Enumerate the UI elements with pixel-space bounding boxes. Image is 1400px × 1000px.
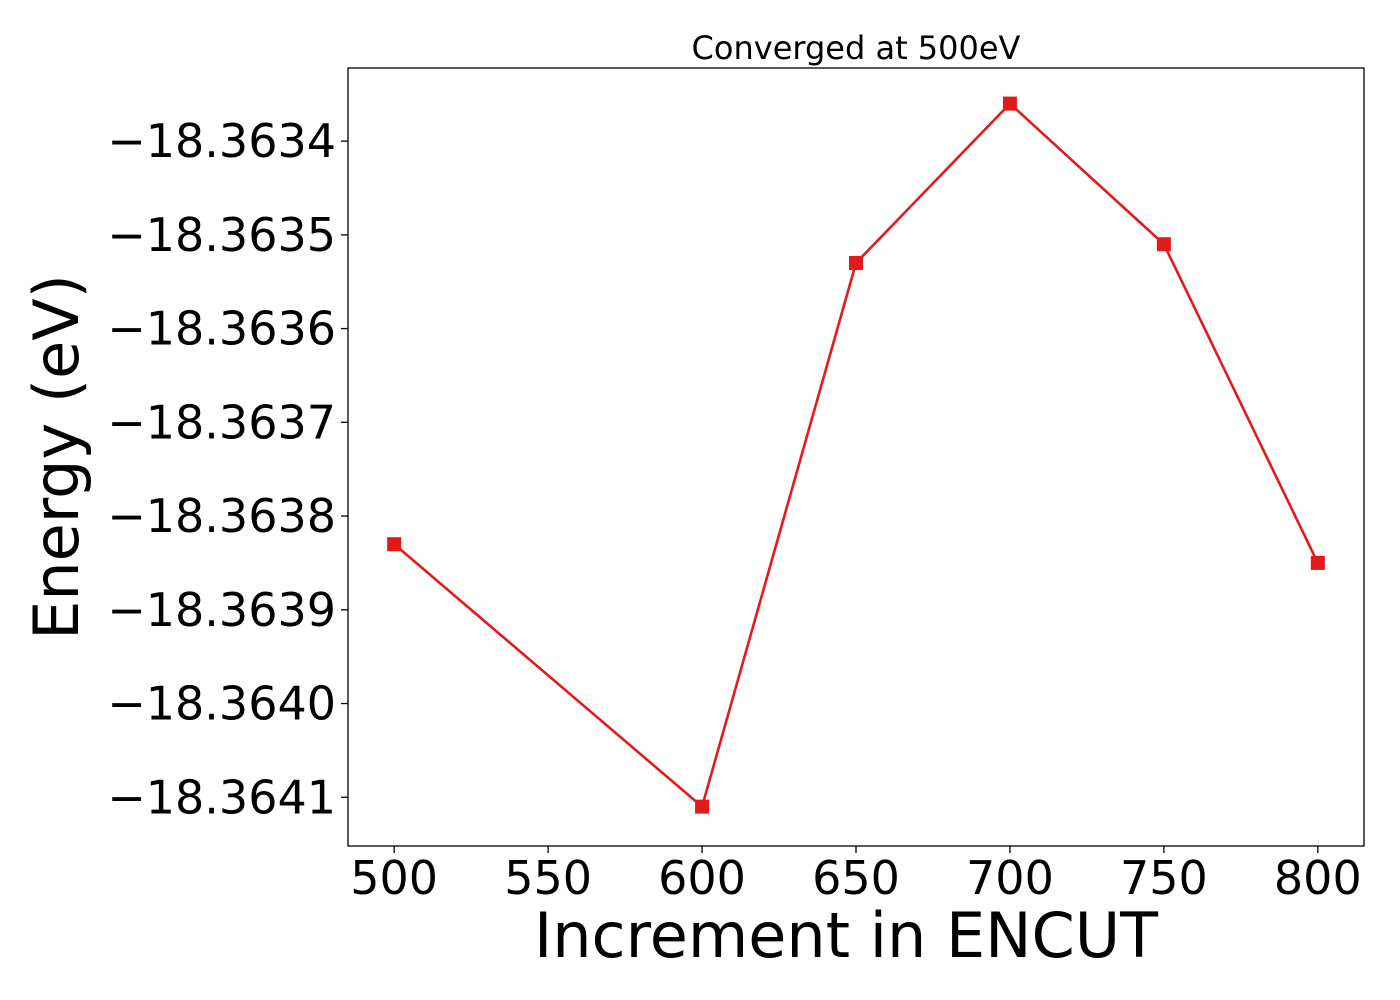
series-line	[393, 102, 1319, 808]
y-tick-label: −18.3636	[107, 302, 336, 356]
data-point-marker	[695, 799, 710, 814]
x-tick-label: 800	[1274, 851, 1362, 905]
y-axis: −18.3634 −18.3635 −18.3636 −18.3637 −18.3638…	[107, 114, 348, 824]
data-point-marker	[1310, 555, 1325, 570]
data-point-marker	[1156, 237, 1171, 252]
x-axis-label: Increment in ENCUT	[534, 899, 1159, 972]
y-tick-label: −18.3640	[107, 677, 336, 731]
series-group	[387, 96, 1325, 814]
y-tick-label: −18.3635	[107, 208, 336, 262]
y-axis-label: Energy (eV)	[20, 274, 93, 640]
chart-title: Converged at 500eV	[692, 29, 1021, 67]
y-tick-label: −18.3637	[107, 395, 336, 449]
x-tick-label: 600	[658, 851, 746, 905]
y-tick-label: −18.3638	[107, 489, 336, 543]
x-tick-label: 700	[966, 851, 1054, 905]
x-tick-label: 650	[812, 851, 900, 905]
data-point-marker	[1002, 96, 1017, 111]
x-tick-label: 550	[504, 851, 592, 905]
x-axis: 500 550 600 650 700 750 800	[350, 846, 1362, 905]
y-tick-label: −18.3639	[107, 583, 336, 637]
x-tick-label: 750	[1120, 851, 1208, 905]
data-point-marker	[849, 255, 863, 270]
y-tick-label: −18.3641	[107, 770, 336, 824]
plot-area-frame	[347, 67, 1365, 847]
y-tick-label: −18.3634	[107, 114, 336, 168]
x-tick-label: 500	[350, 851, 438, 905]
data-point-marker	[387, 537, 402, 552]
